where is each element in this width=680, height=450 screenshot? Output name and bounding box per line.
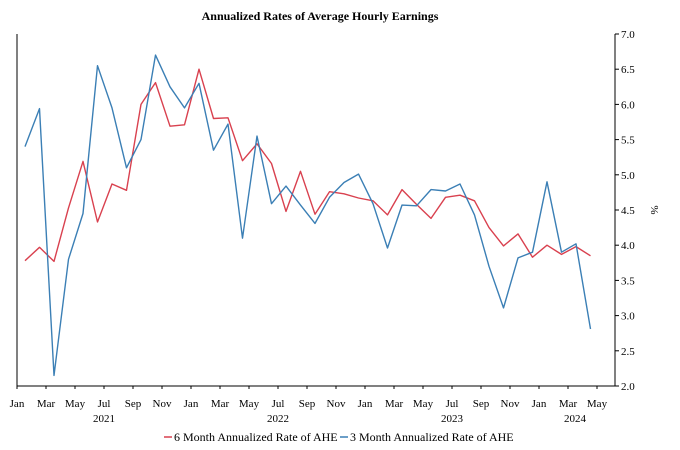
x-tick-label: Jan <box>532 398 547 410</box>
legend-label: 3 Month Annualized Rate of AHE <box>350 430 514 444</box>
x-tick-label: Mar <box>37 398 56 410</box>
x-tick-label: Jul <box>98 398 111 410</box>
x-tick-label: Sep <box>299 398 316 410</box>
y-tick-label: 5.0 <box>621 170 635 182</box>
legend-label: 6 Month Annualized Rate of AHE <box>174 430 338 444</box>
x-tick-label: Sep <box>125 398 142 410</box>
x-tick-label: Nov <box>153 398 172 410</box>
x-tick-label: Mar <box>559 398 578 410</box>
y-axis: 2.0 2.5 3.0 3.5 4.0 4.5 5.0 5.5 6.0 6.5 7.0 <box>615 29 635 393</box>
x-tick-label: Jan <box>184 398 199 410</box>
y-tick-label: 5.5 <box>621 135 635 147</box>
y-axis-label: % <box>648 205 660 214</box>
y-tick-label: 7.0 <box>621 29 635 41</box>
series-line-1 <box>24 68 591 263</box>
y-tick-label: 2.5 <box>621 346 635 358</box>
x-tick-label: Sep <box>473 398 490 410</box>
x-tick-label: Nov <box>501 398 520 410</box>
y-tick-label: 4.5 <box>621 205 635 217</box>
x-year-label: 2022 <box>267 413 289 425</box>
x-tick-label: May <box>239 398 260 410</box>
y-tick-label: 2.0 <box>621 381 635 393</box>
x-tick-label: May <box>413 398 434 410</box>
x-tick-label: Nov <box>327 398 346 410</box>
y-tick-label: 6.0 <box>621 99 635 111</box>
y-tick-label: 3.0 <box>621 311 635 323</box>
x-tick-label: Jan <box>358 398 373 410</box>
x-year-label: 2023 <box>441 413 464 425</box>
x-tick-label: Jan <box>10 398 25 410</box>
x-year-label: 2021 <box>93 413 115 425</box>
x-tick-label: May <box>587 398 608 410</box>
x-tick-label: Mar <box>385 398 404 410</box>
plot-area <box>16 34 616 387</box>
legend: 6 Month Annualized Rate of AHE 3 Month An… <box>164 430 514 444</box>
y-tick-label: 3.5 <box>621 275 635 287</box>
x-tick-label: May <box>65 398 86 410</box>
chart-title: Annualized Rates of Average Hourly Earni… <box>202 9 439 23</box>
y-tick-label: 6.5 <box>621 64 635 76</box>
x-tick-label: Jul <box>272 398 285 410</box>
x-axis: Jan Mar May Jul Sep Nov Jan Mar May Jul Sep Nov Jan M… <box>10 386 608 425</box>
x-year-label: 2024 <box>564 413 587 425</box>
x-tick-label: Jul <box>446 398 459 410</box>
series-line-2 <box>24 54 592 377</box>
y-tick-label: 4.0 <box>621 240 635 252</box>
x-tick-label: Mar <box>211 398 230 410</box>
